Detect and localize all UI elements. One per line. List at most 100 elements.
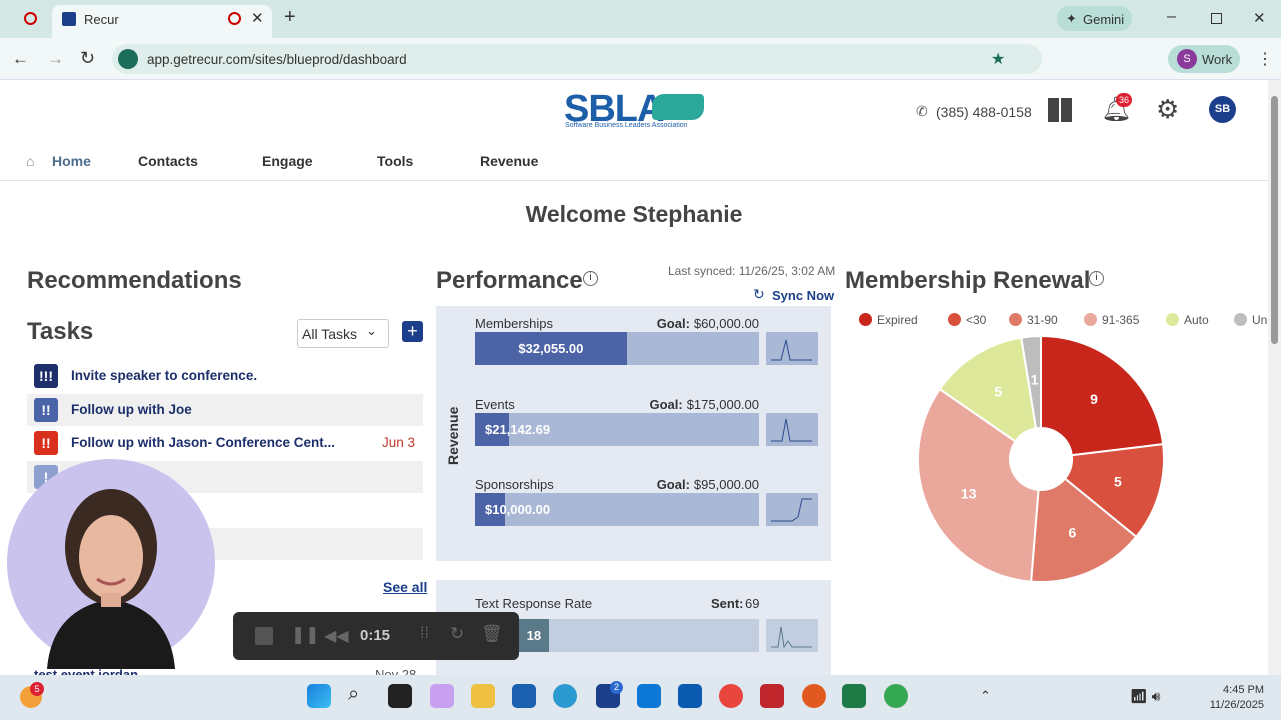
chart-title: Membership Renewal [845, 267, 1091, 294]
forward[interactable]: → [47, 49, 64, 68]
new-tab[interactable]: + [284, 6, 296, 28]
app[interactable] [512, 684, 536, 708]
stop[interactable] [255, 627, 273, 645]
app[interactable] [637, 684, 661, 708]
legend-swatch [1234, 313, 1247, 326]
slice-label: 6 [1068, 525, 1076, 541]
logo-subtitle: Software Business Leaders Association [565, 122, 688, 129]
progress-track: $21,142.69 [475, 412, 759, 446]
search[interactable]: ⌕ [348, 683, 360, 705]
slice-label: 5 [1114, 473, 1122, 489]
filter-label[interactable]: All Tasks [302, 326, 357, 342]
filter-select[interactable] [297, 319, 389, 348]
profile-initial: S [1177, 49, 1197, 69]
pie-chart: 9 5 6 13 5 1 [917, 334, 1165, 583]
app[interactable] [884, 684, 908, 708]
profile-name[interactable]: Work [1202, 52, 1233, 67]
app[interactable] [802, 684, 826, 708]
task-row[interactable]: !! Follow up with Joe [27, 393, 423, 426]
nav-item[interactable]: Home [52, 153, 91, 169]
grid-tool[interactable]: ⁞⁞ [420, 625, 429, 642]
legend-item[interactable]: <30 [948, 313, 986, 327]
progress-label: $21,142.69 [485, 421, 551, 437]
delete[interactable]: 🗑︎ [481, 624, 503, 643]
add-task[interactable]: + [402, 321, 423, 342]
progress-label: 18 [526, 628, 542, 643]
rewind[interactable]: ◀◀ [324, 628, 349, 645]
tray-icons[interactable]: 📶︎ 🔊︎ [1130, 688, 1161, 704]
scroll-thumb[interactable] [1271, 96, 1278, 344]
app[interactable] [842, 684, 866, 708]
app[interactable] [430, 684, 454, 708]
gemini-label[interactable]: Gemini [1083, 12, 1125, 27]
task-label[interactable]: Follow up with Jason- Conference Cent... [71, 435, 336, 451]
date[interactable]: 11/26/2025 [1209, 699, 1264, 711]
tray-chevron[interactable]: ⌃ [980, 688, 991, 703]
progress-track: $32,055.00 [475, 332, 759, 365]
clock[interactable]: 4:45 PM [1223, 684, 1264, 696]
web-page: SBLA Software Business Leaders Associati… [0, 80, 1268, 675]
section-title: Recommendations [27, 267, 242, 294]
nav-item[interactable]: Contacts [138, 153, 198, 169]
bookmark[interactable]: ★ [991, 51, 1006, 68]
app[interactable] [678, 684, 702, 708]
info-icon[interactable]: i [1089, 271, 1104, 286]
nav-item[interactable]: Tools [377, 153, 414, 169]
legend-item[interactable]: Auto [1166, 313, 1209, 327]
task-label[interactable]: Invite speaker to conference. [71, 368, 258, 383]
task-row[interactable]: !! Follow up with Jason- Conference Cent.… [27, 427, 423, 460]
tab-title[interactable]: Recur [84, 12, 119, 27]
logo[interactable]: SBLA [564, 88, 664, 130]
legend-label: Expired [877, 313, 918, 327]
goal-value: $175,000.00 [686, 396, 759, 412]
legend-label: Auto [1184, 313, 1209, 327]
restart[interactable]: ↻ [450, 624, 465, 643]
record-icon[interactable] [24, 12, 37, 25]
badge: 5 [30, 682, 44, 696]
app[interactable] [760, 684, 784, 708]
maximize[interactable] [1211, 13, 1222, 24]
site-icon[interactable] [118, 49, 138, 69]
app[interactable] [553, 684, 577, 708]
slice-label: 13 [961, 485, 977, 501]
legend-item[interactable]: Expired [859, 313, 918, 327]
menu[interactable]: ⋮ [1257, 51, 1273, 68]
goal: Goal: $95,000.00 [657, 477, 759, 492]
omnibox[interactable] [112, 44, 1042, 74]
event-label[interactable]: test event jordan [34, 667, 139, 675]
close-window[interactable]: ✕ [1253, 10, 1266, 27]
see-all[interactable]: See all [383, 579, 428, 595]
app[interactable] [719, 684, 743, 708]
settings[interactable]: ⚙ [1156, 94, 1180, 124]
tab-close[interactable]: ✕ [251, 10, 264, 27]
tasks-title: Tasks [27, 318, 94, 345]
webcam [7, 459, 215, 669]
legend-label: 91-365 [1102, 313, 1140, 327]
url[interactable]: app.getrecur.com/sites/blueprod/dashboar… [147, 52, 407, 67]
legend-item[interactable]: 91-365 [1084, 313, 1139, 327]
legend-item[interactable]: Unknown [1234, 313, 1268, 327]
avatar[interactable]: SB [1209, 96, 1236, 123]
reload[interactable]: ↻ [80, 48, 96, 68]
sparkline [766, 619, 818, 652]
section-title: Performance [436, 267, 583, 294]
task-label[interactable]: Follow up with Joe [71, 401, 192, 417]
pause[interactable]: ❚❚ [291, 625, 320, 644]
info-icon[interactable]: i [583, 271, 598, 286]
pie-slice [938, 336, 1038, 443]
nav-item[interactable]: Engage [262, 153, 313, 169]
phone[interactable]: (385) 488-0158 [936, 104, 1032, 120]
apps-icon[interactable] [1048, 98, 1072, 122]
gemini-button[interactable] [1057, 6, 1132, 31]
back[interactable]: ← [12, 49, 29, 68]
start[interactable] [307, 684, 331, 708]
minimize[interactable]: – [1167, 8, 1176, 25]
app[interactable] [388, 684, 412, 708]
nav-item[interactable]: Revenue [480, 153, 539, 169]
app[interactable] [471, 684, 495, 708]
task-row[interactable]: !!! Invite speaker to conference. [27, 360, 423, 392]
sync-now[interactable]: Sync Now [772, 288, 835, 303]
legend-item[interactable]: 31-90 [1009, 313, 1058, 327]
sparkline [766, 412, 818, 446]
legend-swatch [948, 313, 961, 326]
